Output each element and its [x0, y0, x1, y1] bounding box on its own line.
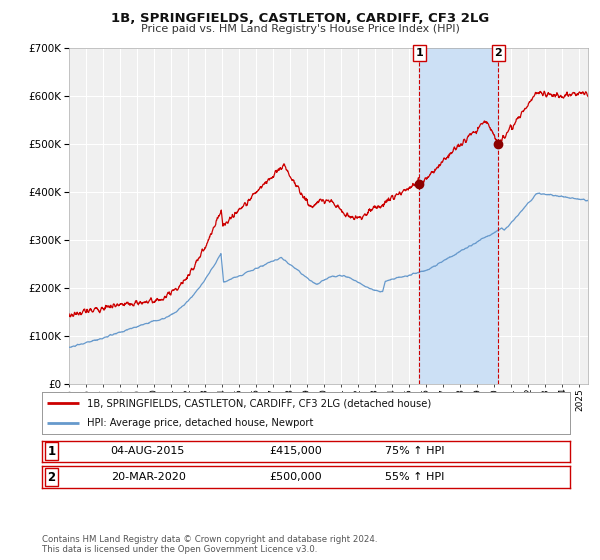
Text: £415,000: £415,000	[269, 446, 322, 456]
Text: 1: 1	[47, 445, 56, 458]
Text: Contains HM Land Registry data © Crown copyright and database right 2024.: Contains HM Land Registry data © Crown c…	[42, 535, 377, 544]
Text: 1B, SPRINGFIELDS, CASTLETON, CARDIFF, CF3 2LG: 1B, SPRINGFIELDS, CASTLETON, CARDIFF, CF…	[111, 12, 489, 25]
Bar	[419, 48, 498, 384]
Text: 1: 1	[415, 48, 423, 58]
Text: 04-AUG-2015: 04-AUG-2015	[110, 446, 185, 456]
Text: HPI: Average price, detached house, Newport: HPI: Average price, detached house, Newp…	[87, 418, 313, 428]
Text: 55% ↑ HPI: 55% ↑ HPI	[385, 472, 445, 482]
Text: 1B, SPRINGFIELDS, CASTLETON, CARDIFF, CF3 2LG (detached house): 1B, SPRINGFIELDS, CASTLETON, CARDIFF, CF…	[87, 398, 431, 408]
Text: 2: 2	[47, 470, 56, 484]
Text: £500,000: £500,000	[269, 472, 322, 482]
Text: This data is licensed under the Open Government Licence v3.0.: This data is licensed under the Open Gov…	[42, 544, 317, 554]
Text: 2: 2	[494, 48, 502, 58]
Text: Price paid vs. HM Land Registry's House Price Index (HPI): Price paid vs. HM Land Registry's House …	[140, 24, 460, 34]
Text: 75% ↑ HPI: 75% ↑ HPI	[385, 446, 445, 456]
Text: 20-MAR-2020: 20-MAR-2020	[110, 472, 185, 482]
